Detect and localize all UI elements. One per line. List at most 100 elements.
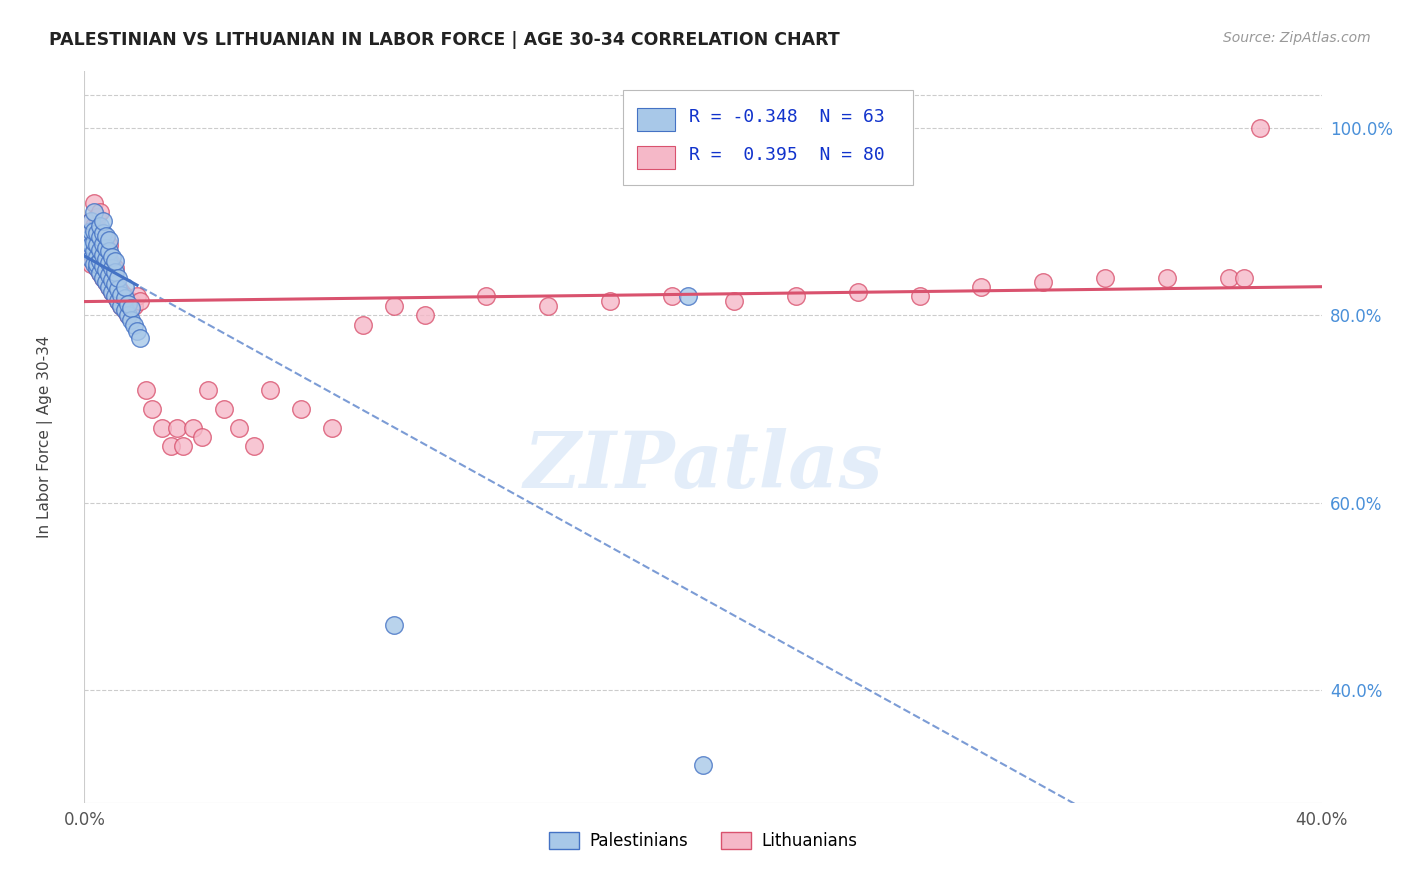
Point xyxy=(125,324,148,338)
Point xyxy=(110,285,132,299)
Point xyxy=(120,301,142,315)
Point xyxy=(160,440,183,454)
Point xyxy=(101,285,124,299)
Point xyxy=(89,253,111,268)
Point xyxy=(107,270,129,285)
Point xyxy=(83,205,105,219)
Point xyxy=(94,229,117,244)
Point xyxy=(537,299,560,313)
Point xyxy=(382,617,405,632)
Point xyxy=(91,236,114,251)
Point xyxy=(91,214,114,228)
Point xyxy=(1233,270,1256,285)
Point xyxy=(86,210,108,224)
Point xyxy=(89,266,111,280)
Point xyxy=(1032,276,1054,290)
Point xyxy=(114,289,136,303)
Point xyxy=(94,263,117,277)
Point xyxy=(83,252,105,266)
Point xyxy=(114,291,136,305)
Point xyxy=(723,294,745,309)
Point xyxy=(91,248,114,262)
Text: In Labor Force | Age 30-34: In Labor Force | Age 30-34 xyxy=(37,335,53,539)
Point xyxy=(94,276,117,290)
Point xyxy=(676,289,699,303)
Point xyxy=(91,270,114,285)
Point xyxy=(98,244,121,259)
Point xyxy=(89,230,111,244)
Point xyxy=(76,228,98,243)
Point xyxy=(114,303,136,318)
Point xyxy=(76,243,98,257)
Point xyxy=(135,383,157,397)
Text: ZIPatlas: ZIPatlas xyxy=(523,428,883,505)
Point xyxy=(166,420,188,434)
Point xyxy=(98,266,121,280)
Point xyxy=(79,214,101,228)
Point xyxy=(846,285,869,299)
Point xyxy=(86,247,108,261)
Point xyxy=(86,250,108,264)
Point xyxy=(122,318,145,332)
Point xyxy=(1094,270,1116,285)
Point xyxy=(89,219,111,233)
Point xyxy=(83,235,105,249)
Point xyxy=(120,313,142,327)
Point xyxy=(110,299,132,313)
Point xyxy=(120,294,142,309)
Point xyxy=(117,308,139,322)
Point xyxy=(83,257,105,271)
FancyBboxPatch shape xyxy=(637,145,675,169)
Point xyxy=(191,430,214,444)
Point xyxy=(94,276,117,290)
Point xyxy=(79,214,101,228)
Point xyxy=(89,224,111,238)
Point xyxy=(79,243,101,257)
Point xyxy=(107,282,129,296)
Point xyxy=(94,247,117,261)
Point xyxy=(114,303,136,318)
Point xyxy=(101,285,124,299)
Point xyxy=(228,420,250,434)
Point xyxy=(117,297,139,311)
Point xyxy=(98,233,121,247)
Point xyxy=(104,261,127,276)
Point xyxy=(692,758,714,772)
Point xyxy=(79,224,101,238)
Point xyxy=(101,261,124,276)
Point xyxy=(89,205,111,219)
Point xyxy=(98,280,121,294)
Point xyxy=(150,420,173,434)
Point xyxy=(475,289,498,303)
Point xyxy=(91,228,114,243)
Point xyxy=(599,294,621,309)
Point xyxy=(91,257,114,271)
Point xyxy=(83,219,105,233)
Point xyxy=(129,294,152,309)
Point xyxy=(290,401,312,416)
Point xyxy=(91,260,114,274)
Point xyxy=(141,401,163,416)
Text: Source: ZipAtlas.com: Source: ZipAtlas.com xyxy=(1223,31,1371,45)
Point xyxy=(970,280,993,294)
Point xyxy=(86,233,108,247)
Point xyxy=(413,308,436,322)
Point xyxy=(908,289,931,303)
Point xyxy=(122,299,145,313)
Point xyxy=(91,226,114,240)
Point xyxy=(243,440,266,454)
Point xyxy=(101,270,124,285)
Point xyxy=(107,280,129,294)
Point xyxy=(98,280,121,294)
Point xyxy=(86,257,108,271)
Point xyxy=(89,252,111,266)
Point xyxy=(107,294,129,309)
Point xyxy=(172,440,194,454)
Legend: Palestinians, Lithuanians: Palestinians, Lithuanians xyxy=(543,825,863,856)
Point xyxy=(86,237,108,252)
Point xyxy=(352,318,374,332)
Point xyxy=(212,401,235,416)
Point xyxy=(129,331,152,345)
Text: R = -0.348  N = 63: R = -0.348 N = 63 xyxy=(689,109,886,127)
Point xyxy=(101,257,124,271)
